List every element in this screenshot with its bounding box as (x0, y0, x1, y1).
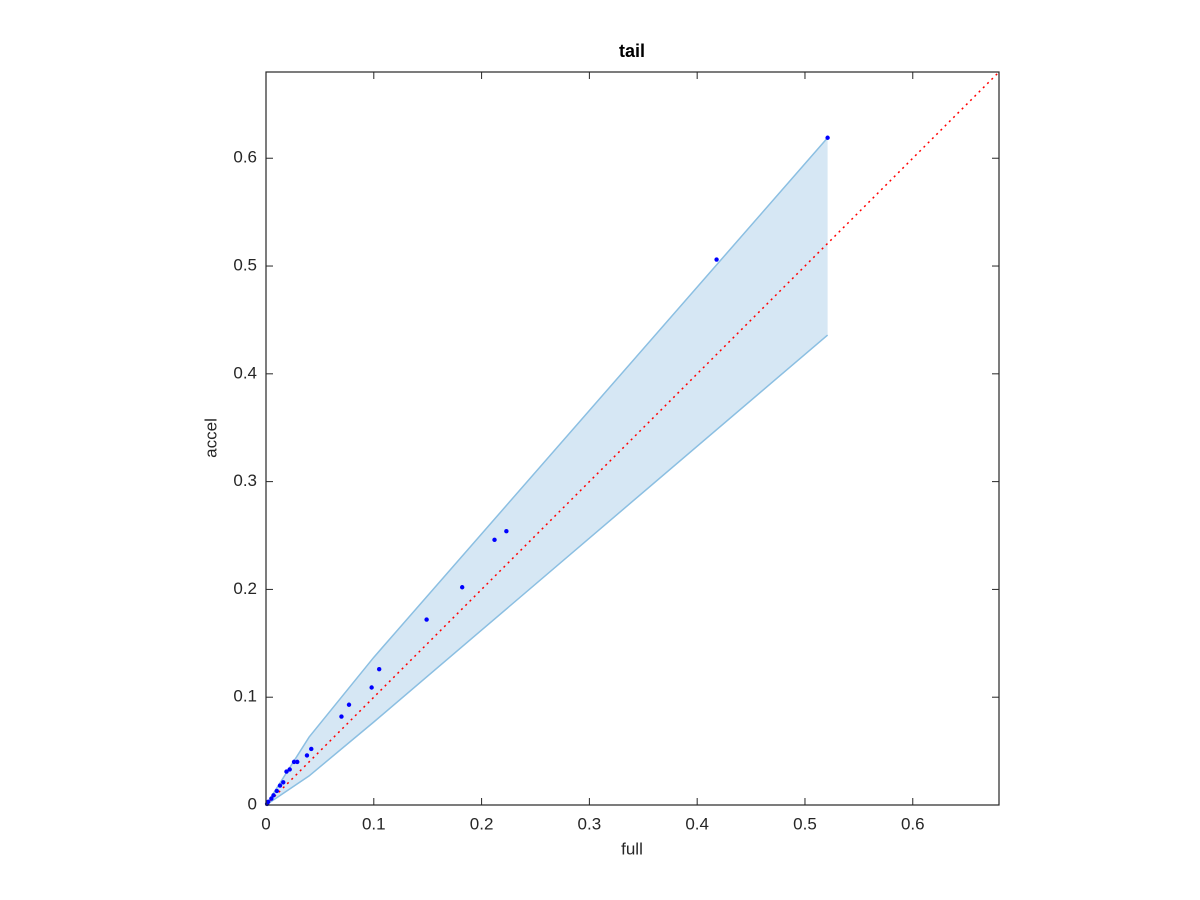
point (291, 759, 297, 765)
y-tick-label: 0.2 (233, 579, 257, 598)
x-tick-label: 0.4 (685, 814, 709, 833)
point (504, 529, 509, 534)
point (277, 783, 283, 788)
point (281, 780, 286, 785)
y-tick-label: 0.5 (233, 256, 257, 275)
point (424, 617, 429, 622)
point (825, 135, 830, 140)
band-edge (265, 334, 829, 806)
plot-frame (265, 71, 1000, 806)
point (309, 746, 314, 752)
x-tick-label: 0.6 (901, 814, 925, 833)
point (714, 257, 719, 262)
point (346, 702, 352, 707)
x-tick-label: 0.2 (470, 814, 494, 833)
point (269, 796, 274, 801)
point (295, 759, 300, 765)
point (492, 537, 497, 543)
x-tick-label: 0.3 (578, 814, 602, 833)
point (376, 666, 382, 672)
y-tick-label: 0 (248, 794, 257, 813)
point (369, 685, 374, 690)
y-tick-label: 0.3 (233, 471, 257, 490)
x-tick-label: 0.1 (362, 814, 386, 833)
band-area (266, 137, 828, 806)
point (287, 767, 292, 772)
chart-title: tail (619, 41, 645, 61)
y-tick-label: 0.6 (233, 148, 257, 167)
point (304, 753, 310, 758)
point (339, 714, 344, 719)
y-axis-label: accel (201, 418, 220, 458)
point (284, 769, 289, 774)
y-tick-label: 0.1 (233, 687, 257, 706)
x-axis-label: full (621, 839, 643, 858)
x-tick-label: 0.5 (793, 814, 817, 833)
x-tick-label: 0 (261, 814, 270, 833)
y-tick-label: 0.4 (233, 363, 257, 382)
point (271, 793, 276, 798)
point (459, 585, 465, 590)
point (274, 788, 279, 794)
